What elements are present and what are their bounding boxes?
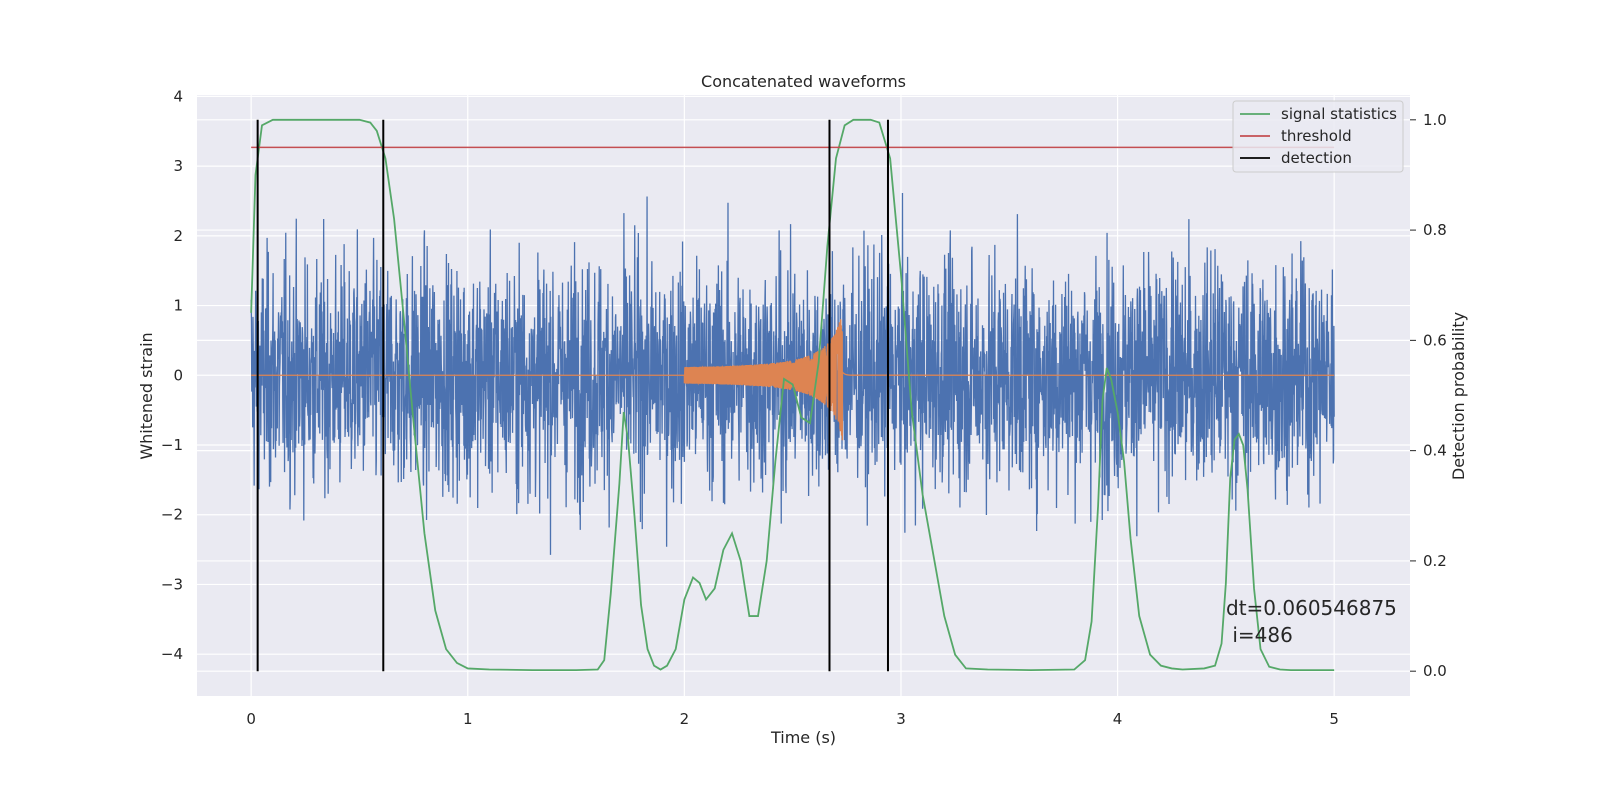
x-axis-ticks: 0 1 2 3 4 5 bbox=[246, 710, 1339, 728]
annotation-i: i=486 bbox=[1226, 623, 1293, 647]
detection-lines bbox=[256, 119, 889, 672]
legend: signal statistics threshold detection bbox=[1232, 100, 1404, 173]
left-tick-label: 3 bbox=[173, 157, 183, 175]
x-tick-label: 5 bbox=[1329, 710, 1339, 728]
left-tick-label: −4 bbox=[161, 645, 183, 663]
right-tick-label: 0.0 bbox=[1423, 662, 1447, 680]
legend-label-statistics: signal statistics bbox=[1281, 105, 1397, 123]
left-tick-label: 0 bbox=[173, 366, 183, 384]
right-axis-ticks: 0.0 0.2 0.4 0.6 0.8 1.0 bbox=[1410, 111, 1447, 680]
left-tick-label: 4 bbox=[173, 87, 183, 105]
x-axis-label: Time (s) bbox=[770, 728, 836, 747]
legend-box bbox=[1232, 100, 1404, 173]
right-tick-label: 0.4 bbox=[1423, 442, 1447, 460]
left-tick-label: −2 bbox=[161, 506, 183, 524]
left-tick-label: 1 bbox=[173, 297, 183, 315]
legend-label-threshold: threshold bbox=[1281, 127, 1352, 145]
signal-statistics-line bbox=[250, 118, 1335, 671]
left-tick-label: −1 bbox=[161, 436, 183, 454]
annotation: dt=0.060546875 i=486 bbox=[1226, 596, 1397, 647]
x-tick-label: 4 bbox=[1113, 710, 1123, 728]
strain-signal-line bbox=[251, 318, 1335, 441]
x-tick-label: 3 bbox=[896, 710, 906, 728]
left-axis-label: Whitened strain bbox=[137, 332, 156, 459]
x-tick-label: 0 bbox=[246, 710, 256, 728]
annotation-dt: dt=0.060546875 bbox=[1226, 596, 1397, 620]
left-tick-label: −3 bbox=[161, 575, 183, 593]
right-axis-label: Detection probability bbox=[1449, 312, 1468, 480]
legend-label-detection: detection bbox=[1281, 149, 1352, 167]
right-tick-label: 0.6 bbox=[1423, 331, 1447, 349]
chart-title: Concatenated waveforms bbox=[701, 72, 906, 91]
x-tick-label: 1 bbox=[463, 710, 473, 728]
strain-noise-line bbox=[250, 192, 1335, 555]
x-tick-label: 2 bbox=[680, 710, 690, 728]
right-tick-label: 0.2 bbox=[1423, 552, 1447, 570]
right-tick-label: 1.0 bbox=[1423, 111, 1447, 129]
right-tick-label: 0.8 bbox=[1423, 221, 1447, 239]
left-axis-ticks: −4 −3 −2 −1 0 1 2 3 4 bbox=[161, 87, 183, 663]
left-tick-label: 2 bbox=[173, 227, 183, 245]
